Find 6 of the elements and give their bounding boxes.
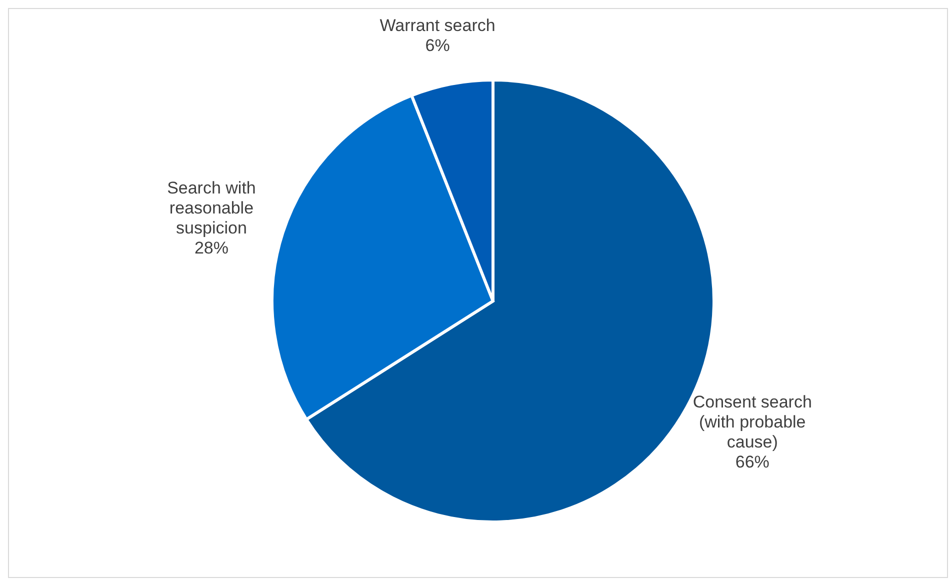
slice-label: Consent search (with probable cause) [692, 392, 812, 452]
data-label: 6% [425, 35, 450, 54]
slice-label: Search with reasonable suspicion [167, 178, 256, 237]
data-label: 28% [194, 238, 229, 257]
slice-label: Warrant search [380, 15, 496, 34]
data-label: 66% [735, 452, 770, 472]
